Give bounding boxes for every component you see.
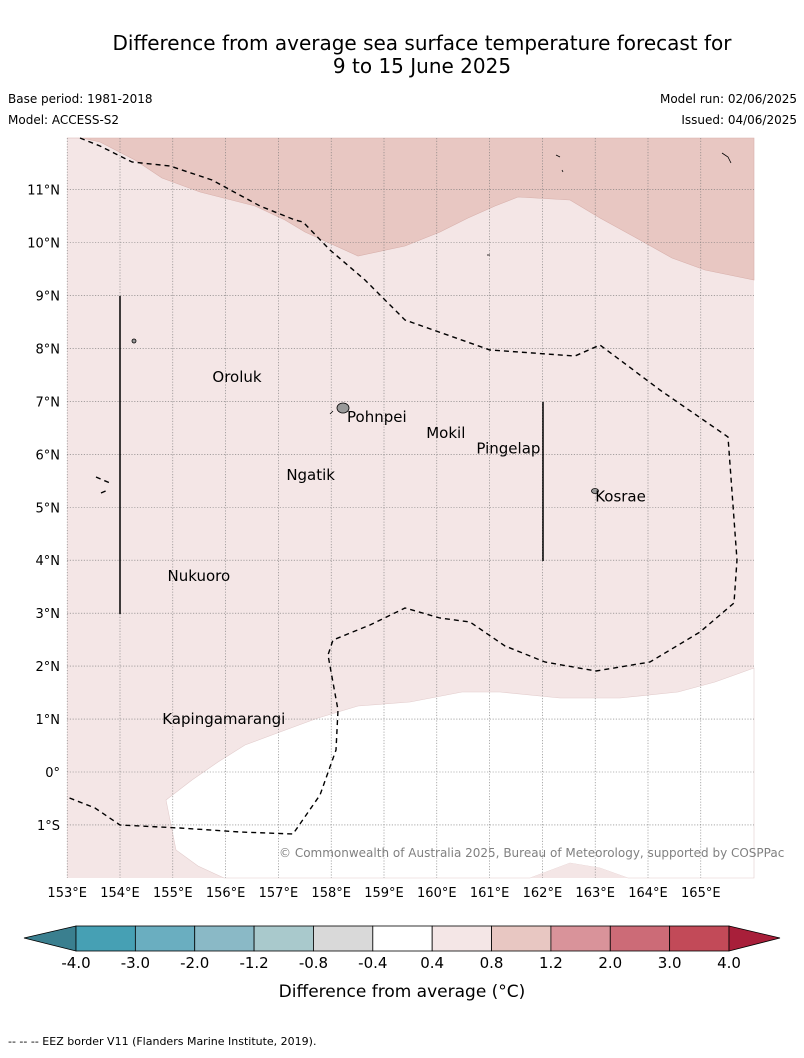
lat-tick-label: 5°N <box>36 501 61 516</box>
colorbar-cell <box>550 925 611 952</box>
lat-tick-label: 3°N <box>36 607 61 622</box>
lon-tick-label: 155°E <box>153 886 193 901</box>
anomaly-band-white <box>165 667 755 879</box>
eez-line-west <box>95 476 111 494</box>
place-label: Kapingamarangi <box>162 710 285 728</box>
colorbar-cell <box>75 925 136 952</box>
lon-tick-label: 161°E <box>470 886 510 901</box>
lat-tick-label: 2°N <box>36 660 61 675</box>
lon-tick-label: 153°E <box>47 886 87 901</box>
place-label: Pohnpei <box>347 408 407 426</box>
lon-tick-label: 160°E <box>417 886 457 901</box>
colorbar-tick-label: 3.0 <box>658 954 682 972</box>
colorbar-tick-label: -0.4 <box>358 954 387 972</box>
colorbar-tick-label: -1.2 <box>239 954 268 972</box>
eez-footnote: -- -- -- EEZ border V11 (Flanders Marine… <box>8 1035 317 1048</box>
colorbar-tick-label: -3.0 <box>121 954 150 972</box>
colorbar-tick-label: 4.0 <box>717 954 741 972</box>
colorbar: -4.0 -3.0 -2.0 -1.2 -0.8 -0.4 0.4 0.8 1.2 2.0 3.0 4… <box>23 925 781 1002</box>
map-panel: Oroluk Pohnpei Mokil Pingelap Ngatik Kosrae Nu… <box>66 137 784 879</box>
place-label: Kosrae <box>595 487 646 505</box>
base-period: Base period: 1981-2018 <box>8 92 153 106</box>
colorbar-cells <box>75 925 730 952</box>
eez-line-north <box>66 137 738 835</box>
colorbar-cell <box>669 925 730 952</box>
colorbar-high-extend <box>728 925 781 952</box>
island-pohnpei <box>336 402 350 414</box>
lon-tick-label: 163°E <box>575 886 615 901</box>
lon-tick-label: 157°E <box>259 886 299 901</box>
model-name: Model: ACCESS-S2 <box>8 113 120 127</box>
lon-tick-label: 165°E <box>681 886 721 901</box>
island-ant-atoll <box>329 410 334 415</box>
longitude-tick-labels: 153°E 154°E 155°E 156°E 157°E 158°E 159°E 160°E… <box>47 886 720 901</box>
colorbar-tick-label: 1.2 <box>539 954 563 972</box>
lon-tick-label: 159°E <box>364 886 404 901</box>
colorbar-tick-labels: -4.0 -3.0 -2.0 -1.2 -0.8 -0.4 0.4 0.8 1.2 2.0 3.0 4… <box>61 954 741 972</box>
colorbar-tick-label: 0.4 <box>420 954 444 972</box>
colorbar-label: Difference from average (°C) <box>279 982 526 1002</box>
colorbar-cell <box>194 925 255 952</box>
lon-tick-label: 164°E <box>628 886 668 901</box>
place-labels: Oroluk Pohnpei Mokil Pingelap Ngatik Kosrae Nu… <box>162 368 646 728</box>
colorbar-cell <box>134 925 196 952</box>
colorbar-low-extend <box>23 925 77 952</box>
lat-tick-label: 1°N <box>36 713 61 728</box>
copyright-notice: © Commonwealth of Australia 2025, Bureau… <box>279 846 784 860</box>
colorbar-tick-label: -2.0 <box>180 954 209 972</box>
lon-tick-label: 162°E <box>523 886 563 901</box>
title-line-1: Difference from average sea surface temp… <box>112 31 732 55</box>
lat-tick-label: 6°N <box>36 448 61 463</box>
place-label: Oroluk <box>212 368 261 386</box>
chart-title: Difference from average sea surface temp… <box>0 32 804 78</box>
lon-tick-label: 154°E <box>100 886 140 901</box>
colorbar-cell <box>313 925 374 952</box>
island-small-west <box>131 338 137 344</box>
lat-tick-label: 9°N <box>36 289 61 304</box>
colorbar-cell <box>609 925 671 952</box>
lat-tick-label: 7°N <box>36 395 61 410</box>
colorbar-tick-label: -0.8 <box>299 954 328 972</box>
place-label: Nukuoro <box>168 567 231 585</box>
colorbar-tick-label: -4.0 <box>61 954 90 972</box>
title-line-2: 9 to 15 June 2025 <box>332 54 512 78</box>
colorbar-cell <box>431 925 492 952</box>
model-run: Model run: 02/06/2025 <box>659 92 797 106</box>
lon-tick-label: 158°E <box>311 886 351 901</box>
lat-tick-label: 10°N <box>27 237 60 252</box>
lon-tick-label: 156°E <box>206 886 246 901</box>
place-label: Mokil <box>426 424 465 442</box>
lat-tick-label: 0° <box>45 766 60 781</box>
lat-tick-label: 4°N <box>36 554 61 569</box>
colorbar-cell <box>372 925 433 952</box>
lat-tick-label: 11°N <box>27 184 60 199</box>
island-northeast <box>555 152 732 173</box>
lat-tick-label: 8°N <box>36 342 61 357</box>
colorbar-cell <box>491 925 552 952</box>
place-label: Pingelap <box>476 440 540 458</box>
anomaly-patch-south <box>530 863 628 878</box>
colorbar-tick-label: 2.0 <box>598 954 622 972</box>
island-kosrae <box>591 488 599 494</box>
islands <box>131 152 732 494</box>
lat-tick-label: 1°S <box>37 819 60 834</box>
colorbar-tick-label: 0.8 <box>480 954 504 972</box>
issued-date: Issued: 04/06/2025 <box>681 113 797 127</box>
colorbar-cell <box>253 925 314 952</box>
eez-border <box>66 137 738 835</box>
place-label: Ngatik <box>286 466 335 484</box>
latitude-tick-labels: 11°N 10°N 9°N 8°N 7°N 6°N 5°N 4°N 3°N 2°N 1°N 0° 1°S <box>27 184 60 834</box>
anomaly-band-north <box>67 137 755 281</box>
